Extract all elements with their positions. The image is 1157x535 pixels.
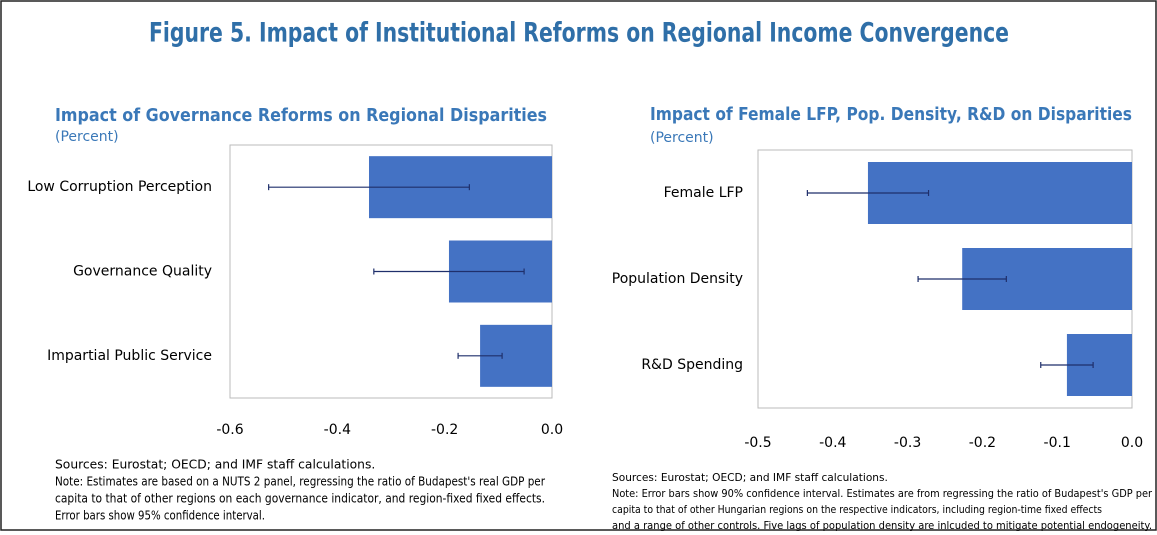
figure-title: Figure 5. Impact of Institutional Reform…	[149, 18, 1009, 49]
x-tick-label: -0.4	[324, 422, 351, 438]
x-tick-label: -0.1	[1044, 435, 1071, 451]
category-label: Governance Quality	[73, 264, 212, 280]
category-label: Low Corruption Perception	[27, 179, 212, 195]
chart-title: Impact of Female LFP, Pop. Density, R&D …	[650, 104, 1132, 125]
chart-subtitle: (Percent)	[55, 129, 119, 145]
x-tick-label: 0.0	[1121, 435, 1143, 451]
x-tick-label: -0.2	[969, 435, 996, 451]
x-tick-label: -0.4	[819, 435, 846, 451]
category-label: Female LFP	[664, 185, 743, 201]
note-line: Error bars show 95% confidence interval.	[55, 509, 265, 523]
x-tick-label: -0.5	[744, 435, 771, 451]
chart-title: Impact of Governance Reforms on Regional…	[55, 105, 547, 126]
chart-subtitle: (Percent)	[650, 130, 714, 146]
sources: Sources: Eurostat; OECD; and IMF staff c…	[55, 458, 375, 472]
note-line: and a range of other controls. Five lags…	[612, 520, 1152, 531]
sources: Sources: Eurostat; OECD; and IMF staff c…	[612, 472, 888, 484]
category-label: Population Density	[612, 271, 743, 287]
x-tick-label: -0.3	[894, 435, 921, 451]
x-tick-label: 0.0	[541, 422, 563, 438]
note-line: Note: Error bars show 90% confidence int…	[612, 488, 1153, 500]
x-tick-label: -0.2	[431, 422, 458, 438]
category-label: Impartial Public Service	[47, 348, 212, 364]
category-label: R&D Spending	[641, 357, 743, 373]
x-tick-label: -0.6	[216, 422, 243, 438]
note-line: capita to that of other Hungarian region…	[612, 504, 1102, 516]
note-line: capita to that of other regions on each …	[55, 492, 545, 506]
note-line: Note: Estimates are based on a NUTS 2 pa…	[55, 475, 546, 489]
